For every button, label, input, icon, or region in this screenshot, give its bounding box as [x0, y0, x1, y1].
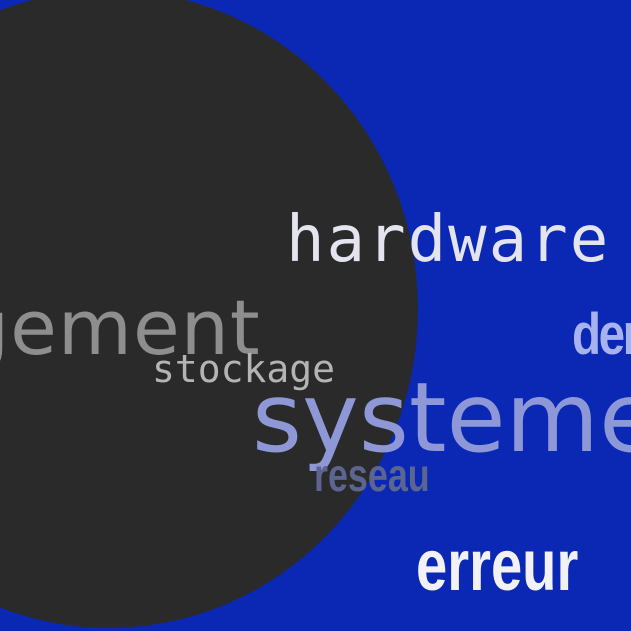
word-hardware: hardware [286, 203, 611, 277]
word-stockage: stockage [152, 347, 336, 391]
word-systeme: systeme [252, 362, 631, 474]
word-erreur: erreur [416, 526, 579, 606]
word-der: der [572, 302, 631, 367]
word-reseau: reseau [314, 449, 430, 501]
word-chargement: rgement [0, 283, 261, 372]
